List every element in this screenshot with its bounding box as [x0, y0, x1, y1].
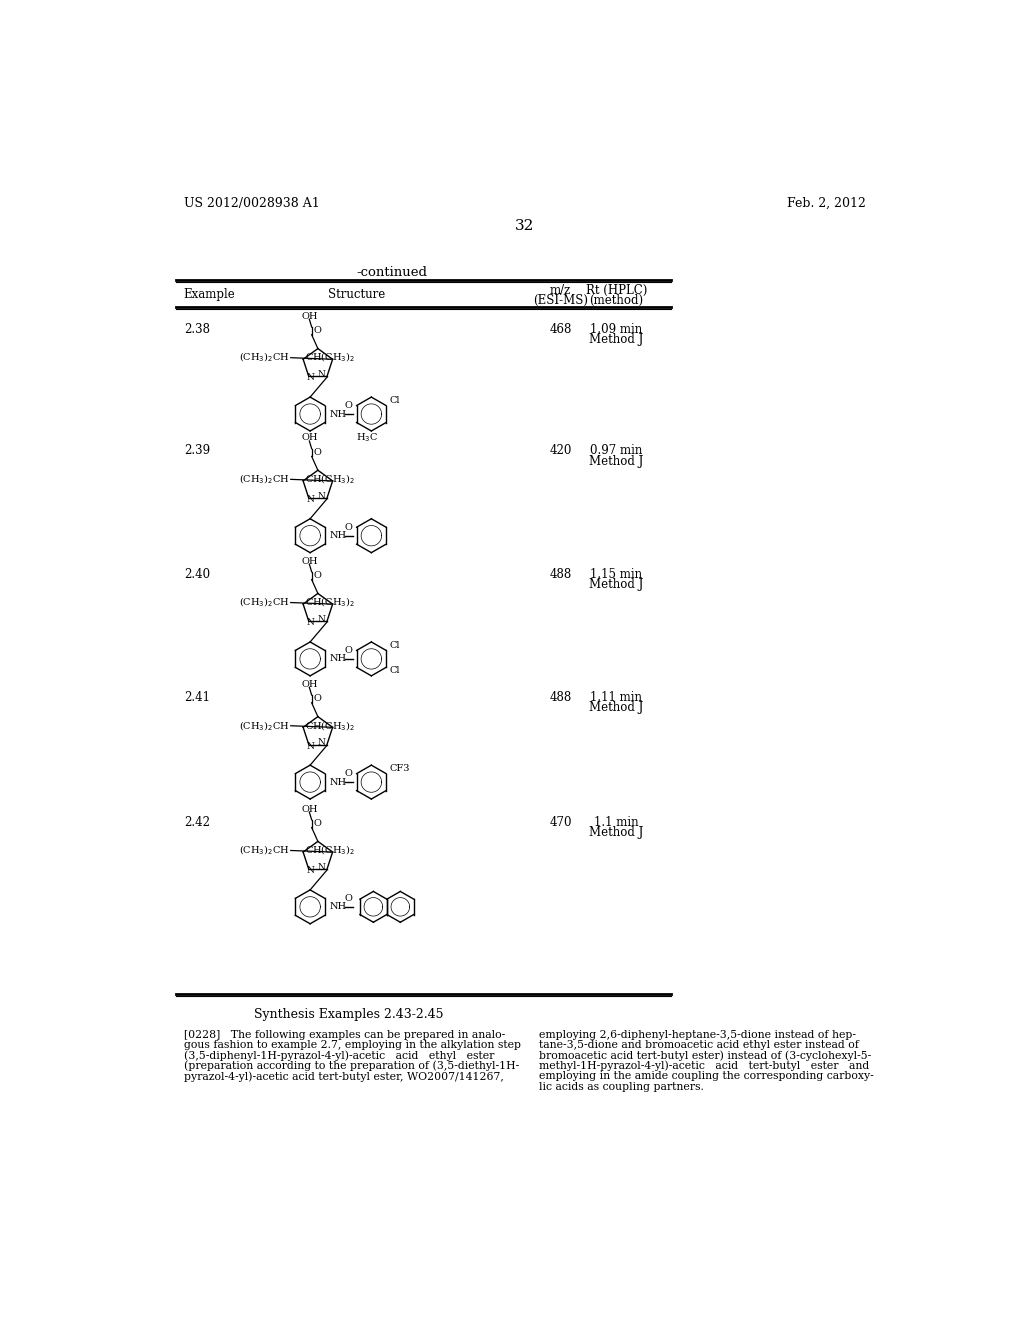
Text: 2.38: 2.38	[183, 323, 210, 335]
Text: Example: Example	[183, 288, 236, 301]
Text: Rt (HPLC): Rt (HPLC)	[586, 284, 647, 297]
Text: (CH$_3$)$_2$CH: (CH$_3$)$_2$CH	[240, 351, 290, 364]
Text: OH: OH	[301, 312, 317, 321]
Text: 1.1 min: 1.1 min	[594, 816, 639, 829]
Text: 1.11 min: 1.11 min	[590, 690, 642, 704]
Text: Cl: Cl	[390, 667, 400, 675]
Text: Method J: Method J	[589, 333, 643, 346]
Text: OH: OH	[301, 680, 317, 689]
Text: methyl-1H-pyrazol-4-yl)-acetic   acid   tert-butyl   ester   and: methyl-1H-pyrazol-4-yl)-acetic acid tert…	[539, 1060, 869, 1071]
Text: CH(CH$_3$)$_2$: CH(CH$_3$)$_2$	[305, 473, 355, 486]
Text: O: O	[345, 645, 353, 655]
Text: Structure: Structure	[328, 288, 385, 301]
Text: (3,5-diphenyl-1H-pyrazol-4-yl)-acetic   acid   ethyl   ester: (3,5-diphenyl-1H-pyrazol-4-yl)-acetic ac…	[183, 1051, 495, 1061]
Text: 2.40: 2.40	[183, 568, 210, 581]
Text: 2.39: 2.39	[183, 445, 210, 458]
Text: O: O	[313, 326, 322, 335]
Text: gous fashion to example 2.7, employing in the alkylation step: gous fashion to example 2.7, employing i…	[183, 1040, 521, 1049]
Text: (ESI-MS): (ESI-MS)	[532, 293, 588, 306]
Text: employing 2,6-diphenyl-heptane-3,5-dione instead of hep-: employing 2,6-diphenyl-heptane-3,5-dione…	[539, 1030, 856, 1040]
Text: 2.41: 2.41	[183, 690, 210, 704]
Text: Cl: Cl	[390, 640, 400, 649]
Text: O: O	[313, 572, 322, 581]
Text: Method J: Method J	[589, 578, 643, 591]
Text: Synthesis Examples 2.43-2.45: Synthesis Examples 2.43-2.45	[254, 1008, 443, 1022]
Text: OH: OH	[301, 433, 317, 442]
Text: 1.09 min: 1.09 min	[590, 323, 642, 335]
Text: 468: 468	[549, 323, 571, 335]
Text: OH: OH	[301, 805, 317, 813]
Text: Method J: Method J	[589, 454, 643, 467]
Text: CH(CH$_3$)$_2$: CH(CH$_3$)$_2$	[305, 595, 355, 610]
Text: N: N	[306, 374, 314, 383]
Text: CH(CH$_3$)$_2$: CH(CH$_3$)$_2$	[305, 843, 355, 857]
Text: 488: 488	[549, 568, 571, 581]
Text: N: N	[317, 371, 326, 379]
Text: 420: 420	[549, 445, 571, 458]
Text: 470: 470	[549, 816, 571, 829]
Text: -continued: -continued	[356, 265, 427, 279]
Text: Feb. 2, 2012: Feb. 2, 2012	[786, 197, 866, 210]
Text: N: N	[306, 742, 314, 751]
Text: (CH$_3$)$_2$CH: (CH$_3$)$_2$CH	[240, 843, 290, 857]
Text: 488: 488	[549, 690, 571, 704]
Text: N: N	[317, 492, 326, 502]
Text: O: O	[345, 894, 353, 903]
Text: (method): (method)	[589, 293, 643, 306]
Text: (CH$_3$)$_2$CH: (CH$_3$)$_2$CH	[240, 595, 290, 610]
Text: lic acids as coupling partners.: lic acids as coupling partners.	[539, 1081, 703, 1092]
Text: 0.97 min: 0.97 min	[590, 445, 642, 458]
Text: N: N	[317, 863, 326, 873]
Text: 1.15 min: 1.15 min	[590, 568, 642, 581]
Text: O: O	[313, 447, 322, 457]
Text: OH: OH	[301, 557, 317, 565]
Text: NH: NH	[330, 903, 347, 911]
Text: NH: NH	[330, 409, 347, 418]
Text: N: N	[306, 866, 314, 875]
Text: O: O	[345, 523, 353, 532]
Text: tane-3,5-dione and bromoacetic acid ethyl ester instead of: tane-3,5-dione and bromoacetic acid ethy…	[539, 1040, 859, 1049]
Text: Cl: Cl	[390, 396, 400, 405]
Text: CH(CH$_3$)$_2$: CH(CH$_3$)$_2$	[305, 719, 355, 733]
Text: Method J: Method J	[589, 825, 643, 838]
Text: bromoacetic acid tert-butyl ester) instead of (3-cyclohexyl-5-: bromoacetic acid tert-butyl ester) inste…	[539, 1051, 871, 1061]
Text: N: N	[306, 618, 314, 627]
Text: O: O	[313, 820, 322, 828]
Text: 2.42: 2.42	[183, 816, 210, 829]
Text: [0228]   The following examples can be prepared in analo-: [0228] The following examples can be pre…	[183, 1030, 505, 1040]
Text: N: N	[306, 495, 314, 504]
Text: N: N	[317, 738, 326, 747]
Text: H$_3$C: H$_3$C	[356, 430, 379, 444]
Text: CH(CH$_3$)$_2$: CH(CH$_3$)$_2$	[305, 351, 355, 364]
Text: Method J: Method J	[589, 701, 643, 714]
Text: pyrazol-4-yl)-acetic acid tert-butyl ester, WO2007/141267,: pyrazol-4-yl)-acetic acid tert-butyl est…	[183, 1071, 504, 1081]
Text: 32: 32	[515, 219, 535, 234]
Text: (CH$_3$)$_2$CH: (CH$_3$)$_2$CH	[240, 719, 290, 733]
Text: CF3: CF3	[390, 764, 411, 772]
Text: O: O	[345, 401, 353, 411]
Text: US 2012/0028938 A1: US 2012/0028938 A1	[183, 197, 319, 210]
Text: O: O	[345, 770, 353, 777]
Text: NH: NH	[330, 777, 347, 787]
Text: NH: NH	[330, 655, 347, 664]
Text: employing in the amide coupling the corresponding carboxy-: employing in the amide coupling the corr…	[539, 1072, 873, 1081]
Text: O: O	[313, 694, 322, 704]
Text: (CH$_3$)$_2$CH: (CH$_3$)$_2$CH	[240, 473, 290, 486]
Text: m/z: m/z	[550, 284, 571, 297]
Text: (preparation according to the preparation of (3,5-diethyl-1H-: (preparation according to the preparatio…	[183, 1060, 519, 1071]
Text: NH: NH	[330, 531, 347, 540]
Text: N: N	[317, 615, 326, 624]
